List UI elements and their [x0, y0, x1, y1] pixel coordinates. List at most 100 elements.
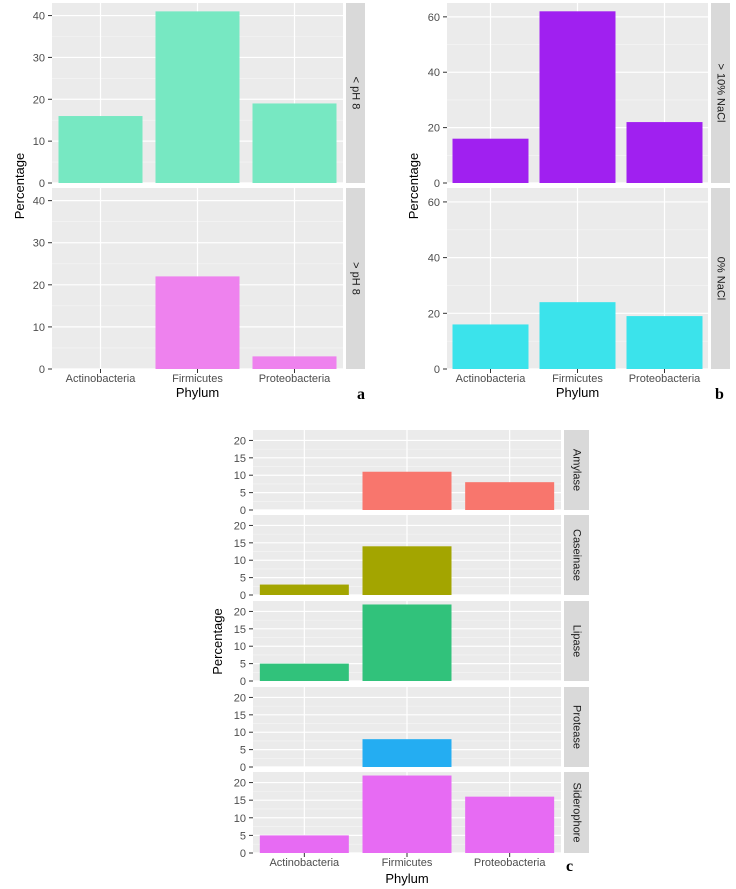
chart-c-panel-1-ytick-label: 20 — [234, 520, 246, 532]
chart-c-panel-2-strip-label: Lipase — [571, 625, 583, 657]
chart-c-panel-4-ytick-label: 0 — [240, 848, 246, 860]
chart-b-panel-1-strip — [711, 188, 730, 369]
chart-c-panel-0-ytick-label: 0 — [240, 505, 246, 517]
chart-c-panel-0-ytick-label: 15 — [234, 453, 246, 465]
chart-b-bar--10-nacl-firmicutes — [539, 11, 616, 183]
chart-a-panel-1-ytick-label: 10 — [33, 322, 45, 334]
chart-a-panel-0-ytick-label: 30 — [33, 52, 45, 64]
chart-c-panel-2-ytick-label: 5 — [240, 659, 246, 671]
chart-a-bar--ph-8-actinobacteria — [58, 116, 143, 183]
chart-a-xtick-label: Actinobacteria — [66, 373, 137, 385]
chart-b-panel-0-ytick-label: 60 — [428, 12, 440, 24]
chart-c-panel-4-strip — [564, 772, 589, 853]
chart-c-bar-amylase-proteobacteria — [465, 482, 555, 510]
chart-b-panel-0-strip — [711, 3, 730, 183]
chart-b-panel-1-strip-label: 0% NaCl — [715, 257, 727, 300]
chart-b-panel-1-ytick-label: 20 — [428, 308, 440, 320]
chart-a-panel-1-ytick-label: 20 — [33, 280, 45, 292]
chart-c-panel-4-ytick-label: 10 — [234, 813, 246, 825]
chart-c-panel-1-ytick-label: 15 — [234, 538, 246, 550]
chart-a-bar--ph-8-proteobacteria — [252, 103, 337, 183]
chart-c-bar-siderophore-actinobacteria — [259, 835, 349, 853]
chart-c-panel-3-ytick-label: 20 — [234, 692, 246, 704]
chart-c-panel-2-strip — [564, 601, 589, 681]
chart-c-bar-lipase-firmicutes — [362, 604, 452, 681]
chart-c-panel-3-strip-label: Protease — [571, 705, 583, 749]
chart-b-y-axis-title: Percentage — [406, 153, 421, 220]
chart-c-panel-4-ytick-label: 15 — [234, 795, 246, 807]
chart-c-panel-2-ytick-label: 15 — [234, 624, 246, 636]
chart-a-panel-1-strip — [346, 188, 365, 369]
chart-c-bar-caseinase-firmicutes — [362, 546, 452, 595]
chart-a-bar--ph-8-firmicutes — [155, 11, 240, 183]
chart-b-panel-1-ytick-label: 40 — [428, 253, 440, 265]
chart-a-x-axis-title: Phylum — [176, 385, 219, 400]
chart-b-panel-1-ytick-label: 0 — [434, 364, 440, 376]
chart-a-bar--ph-8-proteobacteria — [252, 356, 337, 369]
chart-a-panel-1-ytick-label: 0 — [39, 364, 45, 376]
chart-c-panel-3-ytick-label: 5 — [240, 745, 246, 757]
chart-c-bar-amylase-firmicutes — [362, 471, 452, 510]
chart-c-panel-0-strip-label: Amylase — [571, 449, 583, 491]
chart-a-xtick-label: Proteobacteria — [259, 373, 331, 385]
chart-c-panel-2-ytick-label: 10 — [234, 641, 246, 653]
chart-c-panel-4-ytick-label: 5 — [240, 830, 246, 842]
chart-b-bar-0-nacl-proteobacteria — [626, 316, 703, 369]
chart-b-xtick-label: Proteobacteria — [629, 373, 701, 385]
chart-a-xtick-label: Firmicutes — [172, 373, 223, 385]
chart-b-bar-0-nacl-firmicutes — [539, 302, 616, 369]
chart-c-panel-1-ytick-label: 0 — [240, 590, 246, 602]
chart-b-panel-0-ytick-label: 0 — [434, 178, 440, 190]
chart-c-xtick-label: Proteobacteria — [474, 857, 546, 869]
chart-c-panel-3-ytick-label: 10 — [234, 727, 246, 739]
chart-a-panel-1-strip-label: > pH 8 — [350, 262, 362, 295]
chart-c-bar-lipase-actinobacteria — [259, 663, 349, 681]
chart-c-panel-3-strip — [564, 687, 589, 767]
chart-b-bar-0-nacl-actinobacteria — [452, 324, 529, 369]
chart-c-panel-2-ytick-label: 0 — [240, 676, 246, 688]
chart-a-panel-1-ytick-label: 40 — [33, 196, 45, 208]
chart-b-x-axis-title: Phylum — [556, 385, 599, 400]
chart-c-bar-protease-firmicutes — [362, 739, 452, 767]
chart-a-panel-0-ytick-label: 40 — [33, 11, 45, 23]
chart-b-bar--10-nacl-proteobacteria — [626, 122, 703, 183]
chart-a-panel-0-ytick-label: 20 — [33, 94, 45, 106]
chart-c-panel-0-strip — [564, 430, 589, 510]
chart-c-xtick-label: Actinobacteria — [269, 857, 340, 869]
chart-a-panel-letter: a — [357, 386, 365, 403]
chart-c-y-axis-title: Percentage — [210, 608, 225, 675]
chart-c-panel-0-ytick-label: 5 — [240, 488, 246, 500]
chart-b-panel-0-ytick-label: 20 — [428, 123, 440, 135]
chart-c-panel-letter: c — [566, 858, 573, 875]
chart-b-xtick-label: Firmicutes — [552, 373, 603, 385]
chart-b-panel-0-strip-label: > 10% NaCl — [715, 63, 727, 122]
chart-c-bar-siderophore-firmicutes — [362, 775, 452, 853]
chart-c-panel-4-ytick-label: 20 — [234, 778, 246, 790]
chart-c-panel-3-ytick-label: 0 — [240, 762, 246, 774]
chart-c-xtick-label: Firmicutes — [382, 857, 433, 869]
chart-b-panel-0-ytick-label: 40 — [428, 67, 440, 79]
chart-a-panel-0-strip-label: < pH 8 — [350, 77, 362, 110]
chart-c-panel-1-strip — [564, 515, 589, 595]
chart-b-xtick-label: Actinobacteria — [456, 373, 527, 385]
chart-c-panel-1-strip-label: Caseinase — [571, 529, 583, 581]
chart-a-panel-0-ytick-label: 10 — [33, 136, 45, 148]
chart-c-panel-0-ytick-label: 20 — [234, 435, 246, 447]
chart-b-bar--10-nacl-actinobacteria — [452, 138, 529, 183]
chart-c-panel-4-strip-label: Siderophore — [571, 783, 583, 843]
chart-b-panel-letter: b — [715, 386, 724, 403]
chart-a-bar--ph-8-firmicutes — [155, 276, 240, 369]
chart-a-panel-1-ytick-label: 30 — [33, 238, 45, 250]
chart-c-x-axis-title: Phylum — [385, 871, 428, 886]
chart-c-panel-3-ytick-label: 15 — [234, 710, 246, 722]
chart-c-bar-caseinase-actinobacteria — [259, 584, 349, 595]
chart-c-panel-1-ytick-label: 10 — [234, 555, 246, 567]
chart-c-panel-1-ytick-label: 5 — [240, 573, 246, 585]
chart-a-panel-0-ytick-label: 0 — [39, 178, 45, 190]
chart-a-y-axis-title: Percentage — [12, 153, 27, 220]
chart-c-panel-2-ytick-label: 20 — [234, 606, 246, 618]
chart-c-bar-siderophore-proteobacteria — [465, 796, 555, 853]
chart-a-panel-0-strip — [346, 3, 365, 183]
chart-b-panel-1-ytick-label: 60 — [428, 197, 440, 209]
